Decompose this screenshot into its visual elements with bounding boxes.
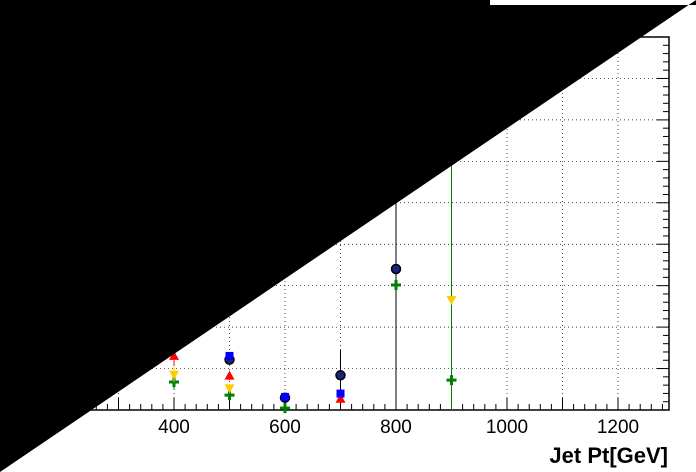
data-point-square: [281, 392, 289, 401]
data-point-circle: [390, 263, 402, 275]
x-axis: 400 600 800 1000 1200: [62, 36, 669, 438]
data-point-triangle-up: [224, 370, 235, 380]
data-point-cross: [446, 375, 457, 386]
data-point-cross: [224, 390, 235, 401]
data-point-cross: [391, 280, 401, 291]
data-point-triangle-up: [335, 393, 346, 403]
data-point-triangle-down: [446, 295, 457, 305]
data-marks: [169, 71, 457, 414]
data-point-triangle-up: [169, 350, 179, 360]
x-tick-label: 800: [380, 417, 412, 438]
data-point-square: [336, 389, 345, 398]
data-point-cross: [280, 403, 290, 414]
data-point-circle: [335, 370, 346, 381]
data-point-square: [225, 351, 234, 360]
x-axis-title: Jet Pt[GeV]: [549, 443, 668, 468]
x-tick-label: 1000: [486, 417, 528, 438]
x-tick-label: 600: [269, 417, 301, 438]
x-tick-label: 400: [158, 417, 190, 438]
data-point-triangle-down: [224, 384, 235, 394]
data-point-triangle-down: [169, 370, 179, 380]
x-tick-label: 1200: [597, 417, 639, 438]
